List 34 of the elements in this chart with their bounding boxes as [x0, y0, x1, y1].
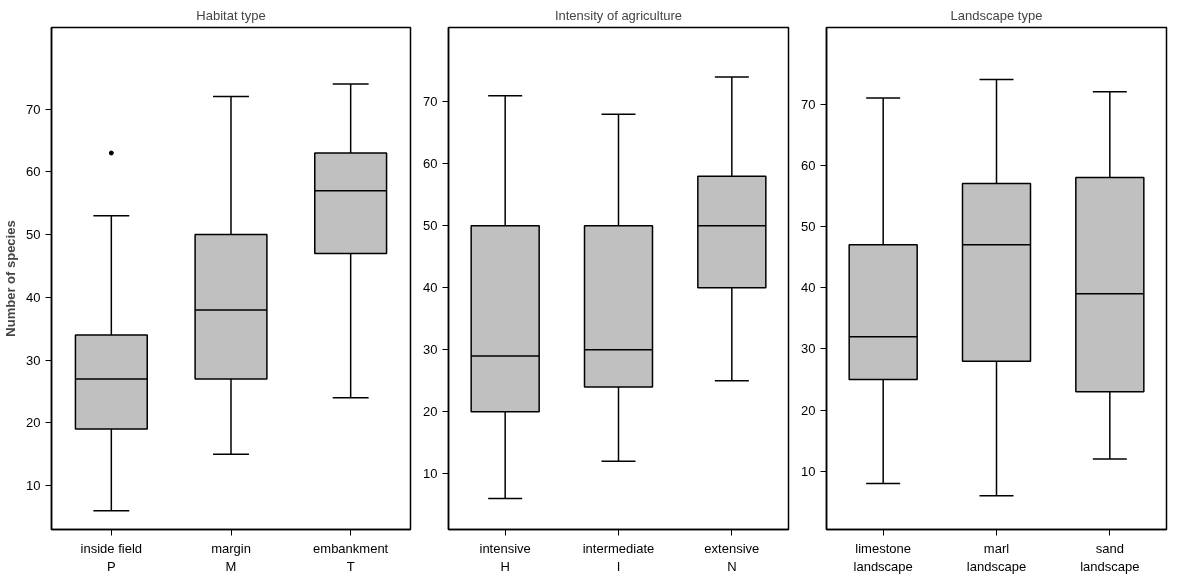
y-tick-label: 30 [423, 342, 438, 358]
chart-title: Landscape type [950, 7, 1043, 23]
y-tick-label: 70 [26, 101, 41, 117]
y-tick-label: 40 [26, 289, 41, 305]
y-tick-label: 30 [26, 352, 41, 368]
y-axis-title: Number of species [3, 220, 19, 337]
x-tick-label: inside field P [80, 540, 143, 574]
x-tick-label: intermediate I [582, 540, 655, 574]
y-tick-label: 40 [423, 280, 438, 296]
y-tick-label: 50 [26, 227, 41, 243]
x-tick-label: embankment T [313, 540, 389, 574]
y-tick-label: 60 [423, 156, 438, 172]
y-tick-label: 70 [801, 96, 816, 112]
y-tick-label: 70 [423, 94, 438, 110]
y-tick-label: 40 [801, 280, 816, 296]
y-tick-label: 10 [423, 466, 438, 482]
y-tick-label: 20 [423, 404, 438, 420]
x-tick-label: limestone landscape [853, 540, 913, 574]
x-tick-label: extensive N [704, 540, 760, 574]
chart-title: Habitat type [196, 7, 266, 23]
y-tick-label: 50 [423, 218, 438, 234]
y-tick-label: 10 [801, 463, 816, 479]
y-tick-label: 60 [801, 157, 816, 173]
y-tick-label: 20 [801, 402, 816, 418]
y-tick-label: 20 [26, 415, 41, 431]
x-tick-label: marl landscape [966, 540, 1027, 574]
y-tick-label: 60 [26, 164, 41, 180]
y-tick-label: 50 [801, 218, 816, 234]
y-tick-label: 10 [26, 478, 41, 494]
x-tick-label: sand landscape [1080, 540, 1140, 574]
y-tick-label: 30 [801, 341, 816, 357]
chart-title: Intensity of agriculture [554, 7, 683, 23]
x-tick-label: intensive H [479, 540, 531, 574]
x-tick-label: margin M [211, 540, 251, 574]
